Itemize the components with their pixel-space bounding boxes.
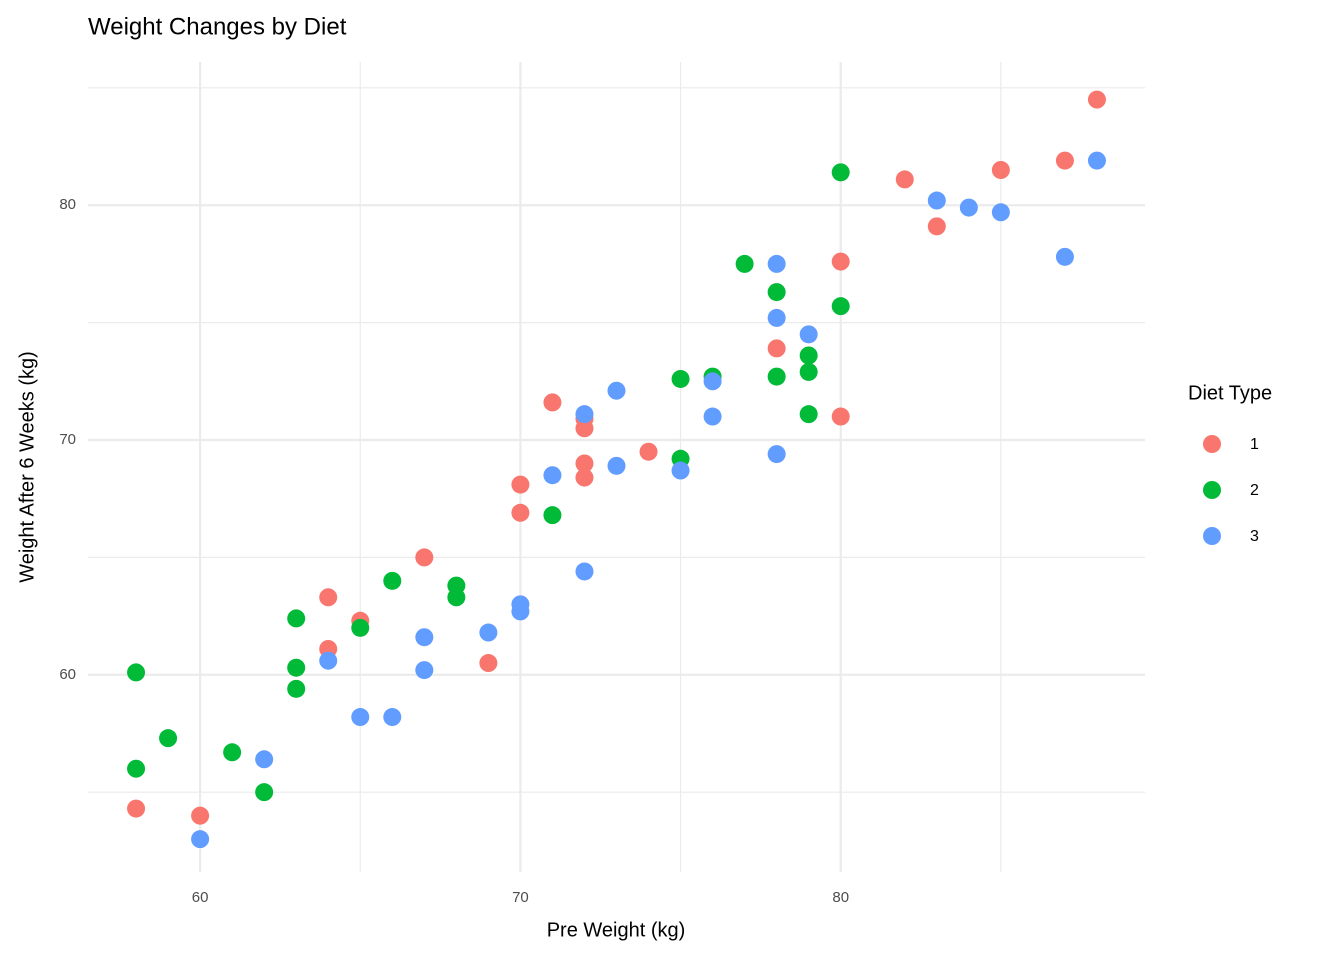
point (319, 651, 338, 670)
point (607, 381, 626, 400)
legend-title: Diet Type (1188, 382, 1272, 404)
point (575, 562, 594, 581)
chart-title: Weight Changes by Diet (88, 13, 347, 40)
point (511, 602, 530, 621)
point (479, 623, 498, 642)
point (543, 393, 562, 412)
point (287, 658, 306, 677)
y-axis-title: Weight After 6 Weeks (kg) (16, 351, 38, 583)
point (287, 679, 306, 698)
point (831, 297, 850, 316)
point (799, 405, 818, 424)
point (511, 475, 530, 494)
point (127, 663, 146, 682)
point (1055, 247, 1074, 266)
point (991, 161, 1010, 179)
legend-label: 1 (1250, 436, 1259, 453)
point (831, 407, 850, 426)
point (543, 506, 562, 525)
point (255, 783, 274, 802)
point (671, 369, 690, 388)
point (767, 445, 786, 464)
point (575, 405, 594, 424)
x-axis-title: Pre Weight (kg) (547, 919, 686, 941)
point (799, 346, 818, 365)
point (607, 456, 626, 475)
point (927, 191, 946, 210)
point (991, 203, 1010, 222)
point (767, 283, 786, 302)
point (703, 372, 722, 391)
point (191, 830, 210, 849)
point (1087, 151, 1106, 170)
point (767, 339, 786, 358)
point (575, 468, 594, 487)
legend-label: 3 (1250, 528, 1259, 545)
point (799, 325, 818, 344)
legend-key (1203, 481, 1221, 499)
point (575, 419, 594, 438)
point (799, 362, 818, 381)
point (287, 609, 306, 628)
point (415, 661, 434, 680)
point (767, 367, 786, 386)
point (831, 163, 850, 182)
point (415, 548, 434, 567)
point (671, 461, 690, 480)
x-tick-label: 70 (512, 889, 529, 906)
point (319, 588, 338, 607)
point (1087, 90, 1106, 109)
legend-key (1203, 527, 1221, 545)
y-tick-label: 60 (59, 666, 76, 683)
point (575, 454, 594, 473)
point (927, 217, 946, 236)
point (127, 759, 146, 778)
point (767, 308, 786, 327)
legend-label: 2 (1250, 482, 1259, 499)
point (511, 503, 530, 522)
point (1055, 151, 1074, 170)
y-tick-label: 80 (59, 196, 76, 213)
point (447, 588, 466, 607)
point (735, 254, 754, 273)
y-tick-label: 70 (59, 431, 76, 448)
point (831, 252, 850, 271)
point (383, 708, 402, 727)
point (479, 654, 498, 673)
point (191, 806, 210, 825)
point (159, 729, 178, 748)
point (223, 743, 242, 762)
point (255, 750, 274, 769)
point (639, 442, 658, 461)
legend-key (1203, 435, 1221, 453)
point (703, 407, 722, 426)
x-tick-label: 60 (192, 889, 209, 906)
point (127, 799, 146, 818)
x-tick-label: 80 (832, 889, 849, 906)
point (351, 708, 370, 727)
point (767, 254, 786, 273)
point (383, 571, 402, 590)
point (351, 618, 370, 637)
point (415, 628, 434, 647)
point (543, 466, 562, 485)
point (959, 198, 978, 217)
point (895, 170, 914, 189)
